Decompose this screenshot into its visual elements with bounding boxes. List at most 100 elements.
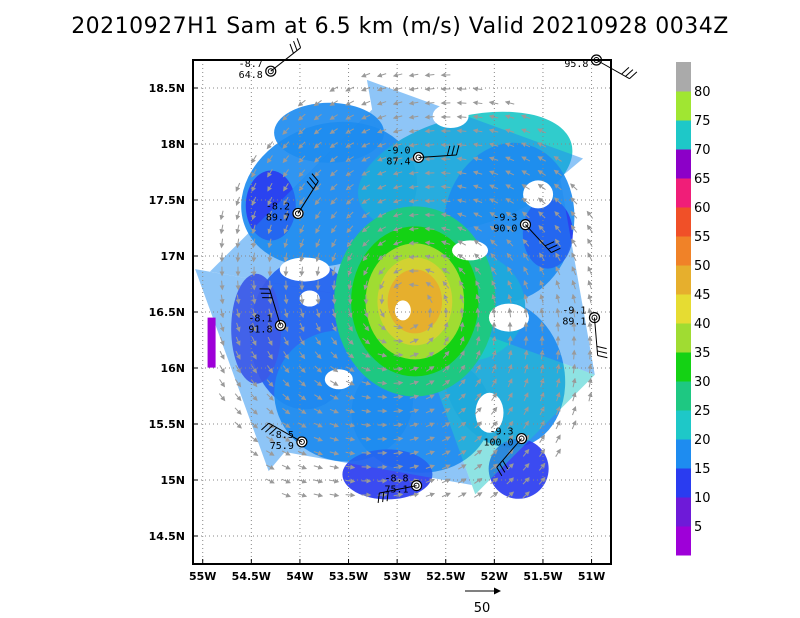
wind-arrow bbox=[474, 435, 483, 443]
colorbar-segment bbox=[676, 236, 691, 266]
colorbar-segment bbox=[676, 323, 691, 353]
wind-arrow bbox=[265, 478, 275, 484]
wind-arrow bbox=[586, 210, 594, 219]
wind-arrow bbox=[329, 100, 338, 106]
wind-arrow bbox=[345, 380, 355, 386]
x-tick-label: 54.5W bbox=[232, 570, 271, 583]
dropsonde-temperature: -8.1 bbox=[248, 313, 272, 324]
wind-arrow bbox=[393, 478, 404, 484]
wind-arrow bbox=[282, 127, 290, 135]
wind-arrow bbox=[504, 142, 515, 148]
wind-arrow bbox=[522, 252, 529, 261]
wind-arrow bbox=[313, 492, 324, 498]
wind-arrow bbox=[554, 197, 562, 205]
wind-barb-staff bbox=[268, 422, 303, 443]
wind-arrow bbox=[474, 492, 483, 498]
wind-arrow bbox=[505, 156, 515, 162]
data-gap bbox=[279, 257, 330, 282]
wind-arrow bbox=[345, 408, 356, 414]
wind-arrow bbox=[313, 127, 322, 135]
wind-arrow bbox=[457, 492, 467, 498]
y-tick-label: 18.5N bbox=[149, 82, 185, 95]
wind-arrow bbox=[361, 380, 372, 386]
wind-arrow bbox=[315, 252, 321, 263]
wind-arrow bbox=[409, 352, 420, 358]
wind-arrow bbox=[571, 279, 577, 290]
colorbar-label: 30 bbox=[694, 375, 711, 390]
wind-arrow bbox=[377, 338, 387, 344]
wind-arrow bbox=[456, 156, 467, 162]
wind-arrow bbox=[393, 408, 404, 414]
wind-arrow bbox=[555, 252, 561, 262]
wind-arrow bbox=[474, 421, 482, 429]
wind-arrow bbox=[553, 169, 562, 177]
wind-arrow bbox=[361, 86, 371, 92]
wind-arrow bbox=[425, 436, 435, 442]
wind-arrow bbox=[393, 422, 404, 428]
wind-arrow bbox=[331, 294, 337, 305]
wind-arrow bbox=[283, 294, 289, 305]
wind-arrow bbox=[522, 238, 530, 247]
wind-arrow bbox=[507, 378, 513, 388]
wind-arrow bbox=[475, 307, 481, 318]
data-gap bbox=[452, 240, 489, 261]
wind-arrow bbox=[571, 238, 577, 247]
wind-arrow bbox=[298, 169, 306, 178]
wind-arrow bbox=[571, 307, 577, 318]
dropsonde-value: 100.0 bbox=[483, 438, 513, 449]
wind-arrow bbox=[331, 322, 337, 332]
wind-arrow bbox=[267, 182, 273, 192]
wind-arrow bbox=[377, 198, 387, 204]
wind-arrow bbox=[409, 380, 420, 386]
wind-arrow bbox=[266, 450, 275, 456]
wind-arrow bbox=[570, 210, 578, 219]
wind-arrow bbox=[235, 252, 241, 263]
wind-arrow bbox=[425, 281, 434, 288]
wind-arrow bbox=[505, 225, 514, 233]
wind-arrow bbox=[426, 337, 434, 345]
wind-arrow bbox=[267, 322, 273, 333]
wind-arrow bbox=[219, 210, 225, 221]
wind-arrow bbox=[235, 182, 241, 192]
wind-arrow bbox=[571, 405, 577, 416]
wind-arrow bbox=[345, 478, 356, 484]
wind-arrow bbox=[521, 197, 530, 205]
wind-arrow bbox=[522, 462, 530, 471]
wind-arrow bbox=[392, 72, 403, 78]
x-tick-label: 52.5W bbox=[426, 570, 465, 583]
dropsonde-value: 75.1 bbox=[384, 485, 408, 496]
wind-arrow bbox=[424, 142, 435, 148]
wind-arrow bbox=[377, 240, 386, 246]
wind-arrow bbox=[571, 420, 577, 430]
wind-arrow bbox=[234, 421, 242, 429]
wind-arrow bbox=[491, 293, 497, 304]
wind-arrow bbox=[299, 252, 305, 263]
wind-arrow bbox=[331, 280, 337, 291]
wind-arrow bbox=[361, 450, 372, 456]
wind-barb-staff bbox=[525, 224, 552, 253]
x-tick-label: 53W bbox=[383, 570, 410, 583]
wind-arrow bbox=[345, 128, 355, 134]
wind-arrow bbox=[472, 100, 483, 106]
x-tick-label: 52W bbox=[481, 570, 508, 583]
wind-arrow bbox=[459, 307, 465, 318]
wind-arrow bbox=[408, 72, 419, 78]
wind-arrow bbox=[376, 86, 387, 92]
dropsonde-marker: -9.390.0 bbox=[493, 213, 561, 253]
wind-arrow bbox=[376, 114, 387, 120]
wind-arrow bbox=[425, 478, 436, 484]
wind-arrow bbox=[523, 335, 529, 346]
dropsonde-value: 89.7 bbox=[266, 212, 290, 223]
wind-arrow bbox=[539, 349, 545, 360]
wind-arrow bbox=[377, 253, 386, 261]
wind-arrow bbox=[329, 142, 338, 149]
wind-arrow bbox=[521, 128, 531, 134]
wind-arrow bbox=[571, 349, 577, 360]
wind-arrow bbox=[315, 238, 321, 248]
wind-arrow bbox=[282, 379, 290, 387]
wind-arrow bbox=[283, 238, 289, 249]
wind-arrow bbox=[523, 377, 529, 388]
wind-arrow bbox=[457, 464, 467, 470]
wind-arrow bbox=[219, 350, 225, 360]
wind-arrow bbox=[361, 212, 370, 219]
